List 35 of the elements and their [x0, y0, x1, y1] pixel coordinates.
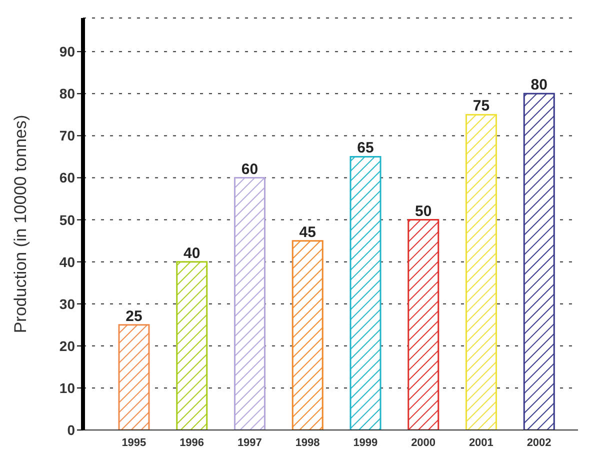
- y-tick-label: 70: [59, 128, 76, 144]
- x-tick-label: 1997: [237, 436, 262, 449]
- data-label: 80: [530, 76, 548, 94]
- y-tick-label: 80: [59, 86, 76, 102]
- data-label: 65: [357, 140, 374, 157]
- data-label: 25: [126, 308, 142, 325]
- y-tick-label: 90: [59, 44, 76, 60]
- data-label: 50: [415, 202, 432, 220]
- bar: [466, 114, 497, 430]
- bar: [234, 177, 266, 430]
- bar: [176, 261, 208, 430]
- x-tick-label: 1995: [122, 436, 146, 449]
- y-axis-title: Production (in 10000 tonnes): [11, 114, 30, 334]
- x-tick-label: 1998: [295, 436, 320, 449]
- y-tick-label: 50: [59, 212, 76, 228]
- bar: [350, 156, 382, 430]
- x-tick-label: 1999: [353, 436, 378, 449]
- bar: [408, 219, 440, 430]
- x-tick-label: 2000: [411, 436, 436, 449]
- y-tick-label: 10: [59, 380, 76, 396]
- y-tick-label: 40: [59, 254, 76, 270]
- data-label: 40: [184, 244, 200, 262]
- y-tick-label: 60: [59, 170, 76, 186]
- y-tick-label: 0: [67, 422, 76, 438]
- bar: [118, 324, 150, 430]
- x-tick-label: 2001: [468, 436, 494, 449]
- data-label: 45: [299, 224, 316, 241]
- data-label: 60: [241, 160, 258, 178]
- data-label: 75: [472, 98, 490, 115]
- y-tick-label: 20: [59, 338, 76, 354]
- bar: [292, 240, 324, 430]
- y-tick-label: 30: [59, 296, 76, 312]
- x-tick-label: 1996: [180, 436, 204, 449]
- bar: [523, 92, 555, 430]
- x-tick-label: 2002: [526, 436, 552, 449]
